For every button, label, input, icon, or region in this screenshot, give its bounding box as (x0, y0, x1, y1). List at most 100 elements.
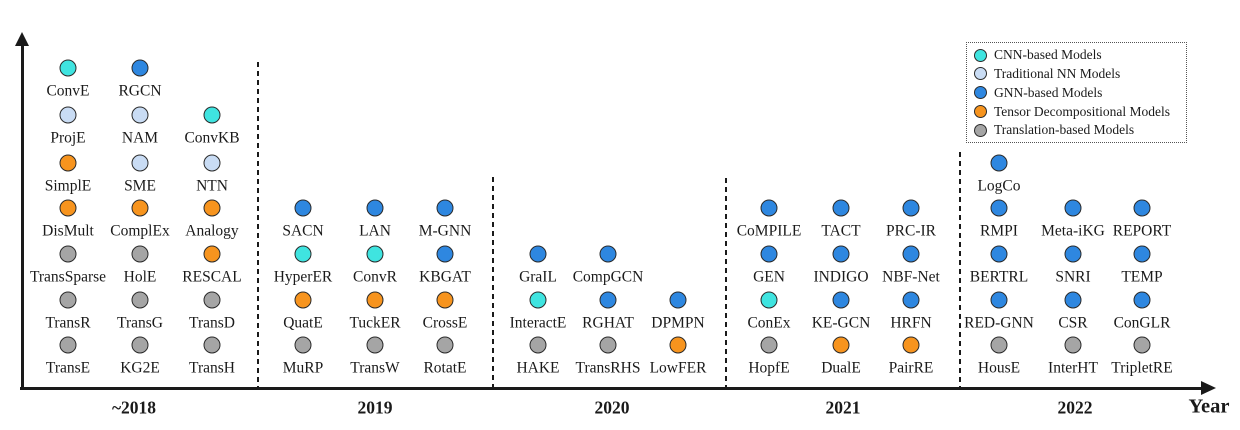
model-label-interht: InterHT (1048, 359, 1098, 377)
model-dot-sme (131, 154, 149, 172)
model-label-pairre: PairRE (888, 359, 934, 377)
model-dot-tripletre (1133, 336, 1151, 354)
model-label-lan: LAN (359, 222, 391, 240)
model-label-logco: LogCo (977, 177, 1021, 195)
year-tick-label-2020: 2020 (594, 397, 630, 418)
model-dot-red-gnn (990, 291, 1008, 309)
model-dot-convkb (203, 106, 221, 124)
model-dot-quate (294, 291, 312, 309)
model-dot-pairre (902, 336, 920, 354)
model-dot-csr (1064, 291, 1082, 309)
model-label-compile: CoMPILE (736, 222, 802, 240)
model-dot-indigo (832, 245, 850, 263)
model-label-m-gnn: M-GNN (418, 222, 472, 240)
model-label-nbf-net: NBF-Net (882, 268, 940, 286)
legend-swatch-traditional-icon (974, 67, 987, 81)
model-label-ntn: NTN (196, 177, 228, 195)
model-label-rescal: RESCAL (182, 268, 242, 286)
legend: CNN-based Models Traditional NN Models GNN… (966, 42, 1187, 143)
model-dot-simple (59, 154, 77, 172)
model-label-transsparse: TransSparse (29, 268, 107, 286)
model-dot-conglr (1133, 291, 1151, 309)
model-dot-ke-gcn (832, 291, 850, 309)
model-dot-temp (1133, 245, 1151, 263)
model-dot-duale (832, 336, 850, 354)
model-dot-rghat (599, 291, 617, 309)
y-axis (21, 44, 24, 389)
model-dot-convr (366, 245, 384, 263)
model-dot-rotate (436, 336, 454, 354)
model-dot-bertrl (990, 245, 1008, 263)
x-axis-arrow-icon (1201, 381, 1216, 395)
model-dot-lowfer (669, 336, 687, 354)
model-label-sme: SME (124, 177, 156, 195)
model-label-conglr: ConGLR (1113, 314, 1171, 332)
model-dot-rmpi (990, 199, 1008, 217)
model-label-hrfn: HRFN (890, 314, 932, 332)
model-dot-analogy (203, 199, 221, 217)
legend-item-gnn: GNN-based Models (974, 86, 1186, 100)
model-label-tact: TACT (821, 222, 861, 240)
model-dot-complex (131, 199, 149, 217)
model-label-rotate: RotatE (423, 359, 467, 377)
model-dot-conex (760, 291, 778, 309)
model-label-grail: GraIL (519, 268, 557, 286)
model-dot-hopfe (760, 336, 778, 354)
year-divider-2020-2021 (725, 178, 727, 388)
model-label-red-gnn: RED-GNN (964, 314, 1034, 332)
model-label-conex: ConEx (747, 314, 791, 332)
legend-label-traditional: Traditional NN Models (994, 66, 1121, 81)
model-label-proje: ProjE (50, 129, 86, 147)
model-dot-sacn (294, 199, 312, 217)
model-label-compgcn: CompGCN (572, 268, 644, 286)
model-label-convr: ConvR (353, 268, 397, 286)
model-dot-kbgat (436, 245, 454, 263)
year-tick-label--2018: ~2018 (111, 397, 157, 418)
model-label-snri: SNRI (1055, 268, 1091, 286)
x-axis (20, 387, 1203, 390)
model-dot-dismult (59, 199, 77, 217)
model-dot-tact (832, 199, 850, 217)
model-label-hole: HolE (123, 268, 157, 286)
legend-label-tensor: Tensor Decompositional Models (994, 103, 1171, 119)
model-label-complex: ComplEx (110, 222, 170, 240)
model-label-dismult: DisMult (42, 222, 94, 240)
model-label-kbgat: KBGAT (419, 268, 471, 286)
model-label-rghat: RGHAT (582, 314, 634, 332)
model-label-kg2e: KG2E (120, 359, 160, 377)
model-label-csr: CSR (1058, 314, 1088, 332)
model-label-interacte: InteractE (509, 314, 567, 332)
model-dot-hrfn (902, 291, 920, 309)
model-dot-proje (59, 106, 77, 124)
model-label-hopfe: HopfE (748, 359, 790, 377)
model-label-sacn: SACN (282, 222, 324, 240)
legend-item-translation: Translation-based Models (974, 123, 1186, 137)
model-label-lowfer: LowFER (649, 359, 707, 377)
legend-item-cnn: CNN-based Models (974, 48, 1186, 62)
model-label-transw: TransW (350, 359, 400, 377)
model-label-murp: MuRP (282, 359, 324, 377)
model-dot-lan (366, 199, 384, 217)
model-label-transh: TransH (189, 359, 235, 377)
model-dot-meta-ikg (1064, 199, 1082, 217)
model-dot-interht (1064, 336, 1082, 354)
model-label-transg: TransG (117, 314, 163, 332)
model-dot-snri (1064, 245, 1082, 263)
model-label-transr: TransR (45, 314, 91, 332)
model-dot-m-gnn (436, 199, 454, 217)
model-label-bertrl: BERTRL (969, 268, 1029, 286)
model-dot-transr (59, 291, 77, 309)
model-label-hake: HAKE (516, 359, 560, 377)
model-dot-grail (529, 245, 547, 263)
model-dot-nam (131, 106, 149, 124)
model-dot-transw (366, 336, 384, 354)
model-dot-report (1133, 199, 1151, 217)
model-dot-transg (131, 291, 149, 309)
model-dot-house (990, 336, 1008, 354)
model-label-dpmpn: DPMPN (651, 314, 705, 332)
model-dot-ntn (203, 154, 221, 172)
y-axis-arrow-icon (15, 32, 29, 46)
model-dot-tucker (366, 291, 384, 309)
model-label-analogy: Analogy (185, 222, 239, 240)
model-dot-nbf-net (902, 245, 920, 263)
